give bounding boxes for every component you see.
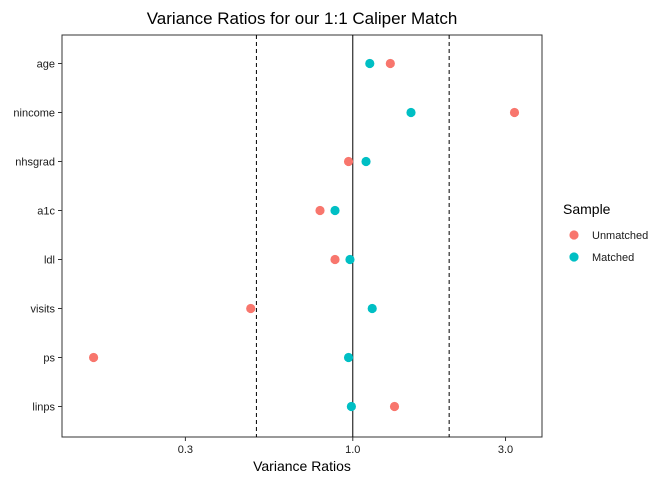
unmatched-point bbox=[385, 58, 395, 69]
x-tick-label: 3.0 bbox=[498, 444, 513, 456]
x-axis: 0.3 1.0 3.0 bbox=[178, 437, 513, 456]
unmatched-point bbox=[330, 254, 340, 265]
unmatched-point bbox=[88, 352, 99, 363]
y-axis: age nincome nhsgrad a1c ldl visits ps linps bbox=[13, 59, 62, 414]
matched-point bbox=[365, 58, 375, 69]
y-tick-label: visits bbox=[31, 304, 56, 316]
legend-title: Sample bbox=[563, 201, 611, 217]
legend-label-unmatched: Unmatched bbox=[592, 230, 648, 242]
unmatched-point bbox=[509, 107, 520, 118]
y-tick-label: a1c bbox=[37, 206, 55, 218]
legend: Sample Unmatched Matched bbox=[563, 201, 648, 264]
y-tick-label: age bbox=[37, 59, 55, 71]
legend-label-matched: Matched bbox=[592, 252, 634, 264]
matched-point bbox=[406, 107, 416, 118]
y-tick-label: linps bbox=[32, 402, 55, 414]
y-tick-label: nhsgrad bbox=[15, 157, 55, 169]
legend-key-unmatched bbox=[569, 230, 579, 240]
y-tick-label: nincome bbox=[13, 108, 55, 120]
unmatched-point bbox=[343, 156, 354, 167]
plot-panel bbox=[61, 34, 543, 438]
matched-point bbox=[343, 352, 354, 363]
unmatched-point bbox=[389, 401, 400, 412]
data-points bbox=[88, 58, 520, 412]
unmatched-point bbox=[315, 205, 325, 216]
y-tick-label: ldl bbox=[44, 255, 55, 267]
reference-lines bbox=[255, 35, 450, 437]
matched-point bbox=[330, 205, 340, 216]
x-tick-label: 1.0 bbox=[345, 444, 360, 456]
matched-point bbox=[345, 254, 355, 265]
matched-point bbox=[346, 401, 356, 412]
y-tick-label: ps bbox=[43, 353, 55, 365]
x-tick-label: 0.3 bbox=[178, 444, 193, 456]
matched-point bbox=[367, 303, 377, 314]
unmatched-point bbox=[246, 303, 256, 314]
legend-key-matched bbox=[569, 252, 579, 262]
chart-title: Variance Ratios for our 1:1 Caliper Matc… bbox=[147, 9, 458, 28]
x-axis-label: Variance Ratios bbox=[253, 458, 351, 474]
matched-point bbox=[361, 156, 371, 167]
